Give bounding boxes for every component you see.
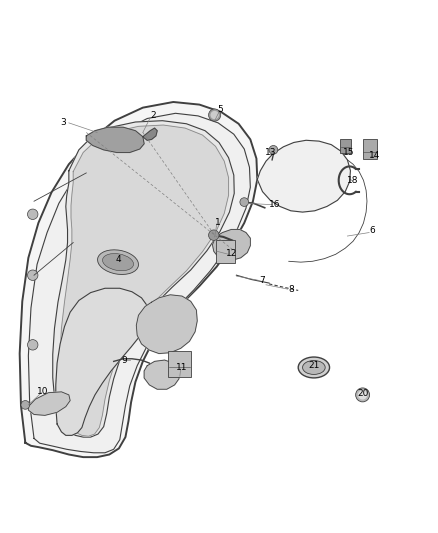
Text: 4: 4 (115, 255, 121, 264)
Polygon shape (257, 140, 350, 212)
Circle shape (28, 270, 38, 280)
Polygon shape (53, 120, 234, 437)
Text: 14: 14 (369, 151, 381, 160)
Text: 7: 7 (259, 276, 265, 285)
Ellipse shape (102, 254, 134, 271)
Circle shape (240, 198, 249, 206)
Text: 16: 16 (269, 200, 280, 209)
Polygon shape (56, 288, 148, 435)
Text: 5: 5 (217, 106, 223, 114)
Text: 2: 2 (150, 110, 155, 119)
Polygon shape (28, 392, 70, 415)
Circle shape (21, 400, 30, 409)
Text: 9: 9 (121, 356, 127, 365)
Polygon shape (28, 114, 251, 453)
Text: 20: 20 (358, 389, 369, 398)
Ellipse shape (303, 360, 325, 375)
Text: 12: 12 (226, 249, 237, 258)
FancyBboxPatch shape (168, 351, 191, 377)
Polygon shape (144, 360, 179, 389)
Text: 18: 18 (347, 176, 359, 185)
Polygon shape (20, 102, 257, 457)
Circle shape (208, 109, 221, 121)
Circle shape (359, 391, 367, 399)
Circle shape (269, 146, 278, 154)
Polygon shape (143, 128, 157, 140)
Text: 15: 15 (343, 148, 354, 157)
Circle shape (208, 230, 219, 240)
Text: 1: 1 (215, 217, 221, 227)
Text: 8: 8 (288, 285, 294, 294)
Text: 6: 6 (369, 227, 375, 235)
Polygon shape (86, 127, 144, 152)
FancyBboxPatch shape (216, 239, 235, 263)
FancyBboxPatch shape (363, 140, 378, 159)
FancyBboxPatch shape (340, 140, 351, 154)
Circle shape (28, 340, 38, 350)
Ellipse shape (98, 250, 138, 274)
Text: 13: 13 (265, 148, 276, 157)
Text: 21: 21 (308, 361, 320, 370)
Text: 3: 3 (60, 117, 66, 126)
Circle shape (28, 209, 38, 220)
Ellipse shape (298, 357, 329, 378)
Polygon shape (212, 230, 251, 260)
Text: 11: 11 (176, 363, 188, 372)
Circle shape (356, 388, 370, 402)
Polygon shape (136, 295, 197, 353)
Text: 10: 10 (37, 387, 49, 397)
Circle shape (211, 111, 218, 118)
Polygon shape (60, 125, 229, 436)
